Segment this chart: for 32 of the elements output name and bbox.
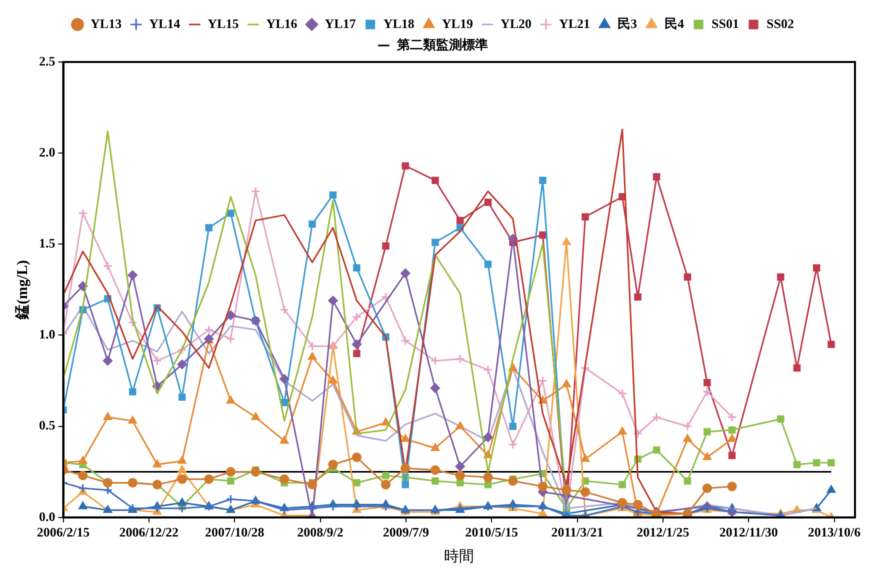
x-tick-label: 2012/1/25 [636, 524, 690, 540]
x-tick-label: 2013/10/6 [808, 524, 862, 540]
legend-label: YL16 [266, 16, 298, 31]
legend-label: YL19 [442, 16, 474, 31]
legend-label: YL13 [90, 16, 122, 31]
x-tick-label: 2009/7/9 [382, 524, 430, 540]
legend-label: YL14 [149, 16, 181, 31]
x-tick-label: 2007/10/28 [204, 524, 265, 540]
x-tick-label: 2006/2/15 [36, 524, 90, 540]
y-tick-label: 2.0 [39, 144, 56, 160]
y-tick-label: 1.5 [39, 236, 56, 251]
x-tick-label: 2012/11/30 [719, 524, 778, 540]
x-tick-label: 2011/3/21 [551, 524, 604, 540]
y-tick-label: 1.0 [39, 326, 56, 342]
legend-label: YL17 [324, 16, 356, 31]
y-tick-label: 0.5 [39, 418, 56, 433]
x-tick-label: 2006/12/22 [119, 524, 179, 540]
legend-label: 民4 [664, 16, 685, 31]
legend-label: YL15 [208, 16, 240, 31]
y-tick-label: 2.5 [39, 53, 56, 68]
legend-label: 民3 [618, 16, 638, 31]
legend-label: YL18 [383, 16, 415, 31]
x-tick-label: 2010/5/15 [465, 524, 518, 540]
y-axis-title: 錳(mg/L) [14, 260, 31, 320]
legend-label: SS02 [766, 16, 794, 31]
legend-label: 第二類監測標準 [396, 36, 488, 52]
legend-label: YL21 [558, 16, 590, 31]
legend-label: YL20 [500, 16, 532, 31]
y-tick-label: 0.0 [39, 508, 56, 524]
x-axis-title: 時間 [444, 548, 474, 565]
x-tick-label: 2008/9/2 [297, 524, 344, 540]
legend-label: SS01 [712, 16, 740, 31]
